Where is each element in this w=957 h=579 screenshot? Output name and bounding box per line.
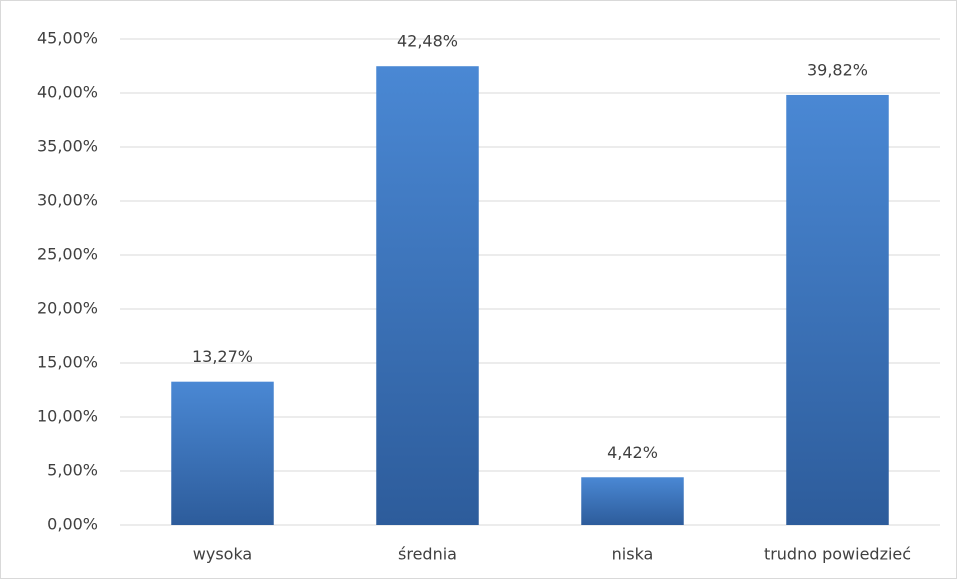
bar xyxy=(376,66,479,525)
x-tick-label: niska xyxy=(612,545,654,564)
x-tick-label: trudno powiedzieć xyxy=(764,545,911,564)
y-tick-label: 0,00% xyxy=(47,515,98,534)
y-tick-label: 15,00% xyxy=(37,353,98,372)
y-tick-label: 5,00% xyxy=(47,461,98,480)
x-tick-label: wysoka xyxy=(193,545,252,564)
data-label: 42,48% xyxy=(397,32,458,51)
y-tick-label: 35,00% xyxy=(37,137,98,156)
y-tick-label: 10,00% xyxy=(37,407,98,426)
data-label: 13,27% xyxy=(192,347,253,366)
y-tick-label: 40,00% xyxy=(37,83,98,102)
bar xyxy=(171,381,274,525)
data-label: 4,42% xyxy=(607,443,658,462)
y-tick-label: 45,00% xyxy=(37,29,98,48)
bar xyxy=(786,94,889,525)
y-tick-label: 20,00% xyxy=(37,299,98,318)
data-label: 39,82% xyxy=(807,60,868,79)
y-tick-label: 25,00% xyxy=(37,245,98,264)
x-tick-label: średnia xyxy=(398,545,457,564)
bar xyxy=(581,477,684,525)
y-tick-label: 30,00% xyxy=(37,191,98,210)
